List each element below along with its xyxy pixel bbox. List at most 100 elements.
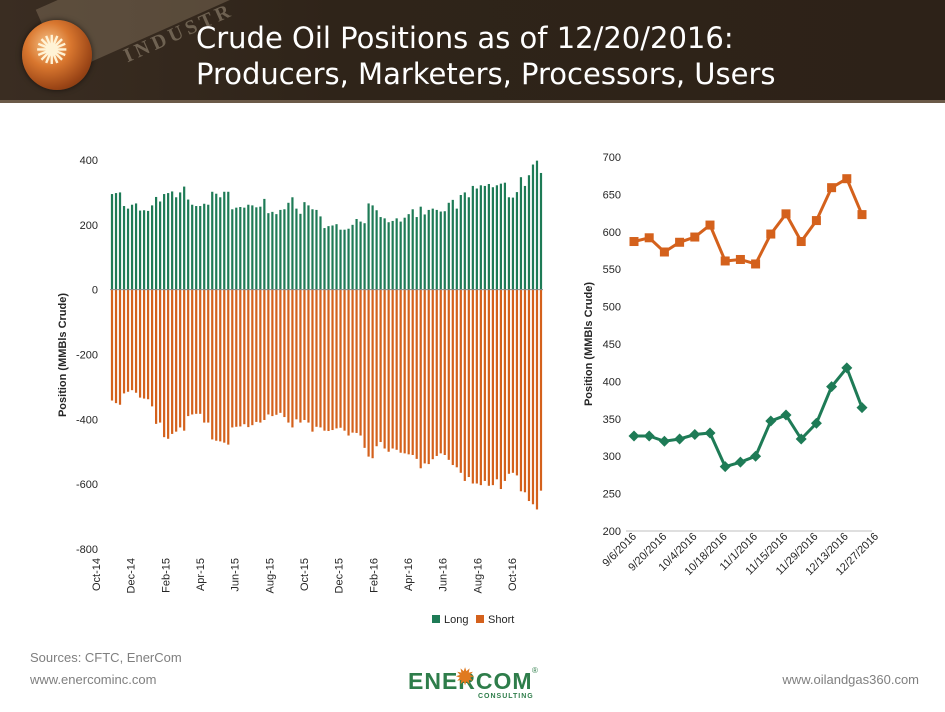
bar-y-tick-label: -800 [76,544,98,556]
short-point [690,232,700,242]
long-bar [343,229,346,290]
oilandgas360-url[interactable]: www.oilandgas360.com [782,672,919,687]
short-bar [227,289,230,445]
short-point [659,247,669,257]
short-bar [183,289,186,431]
long-bar [435,209,438,290]
short-bar [267,289,270,415]
short-bar [331,289,334,431]
bar-y-tick-label: -200 [76,350,98,362]
short-bar [307,289,310,423]
short-bar [134,289,138,393]
long-bar [159,201,162,290]
short-bar [167,289,170,439]
line-y-tick-label: 450 [603,339,621,351]
short-bar [355,289,358,433]
short-point [796,237,806,247]
long-point [826,381,838,393]
long-bar [503,182,507,290]
short-bar [179,289,182,428]
long-bar [523,185,527,290]
short-bar [455,289,458,468]
short-bar [215,289,218,441]
bar-y-tick-label: 200 [80,220,98,232]
line-y-tick-label: 550 [603,264,621,276]
short-bar [223,289,226,443]
long-bar [451,199,454,290]
short-bar [126,289,130,392]
long-bar [407,214,410,290]
short-bar [114,289,118,404]
short-bar [315,289,318,427]
short-bar [351,289,354,433]
short-bar [163,289,166,438]
long-bar [195,206,198,290]
short-bar [459,289,462,473]
short-bar [515,289,519,476]
long-point [841,362,853,374]
logo-registered: ® [532,666,538,675]
header-banner: INDUSTR ✺ Crude Oil Positions as of 12/2… [0,0,945,103]
short-bar [431,289,434,460]
short-bar [467,289,470,478]
short-bar [263,289,266,420]
long-bar [146,210,150,290]
long-bar [379,217,382,290]
short-bar [195,289,198,414]
short-bar [419,289,422,469]
long-bar [427,209,430,290]
long-bar [487,183,490,290]
short-bar [231,289,234,428]
long-bar [150,205,154,290]
bar-y-tick-label: -400 [76,414,98,426]
short-bar [391,289,394,449]
short-bar [259,289,262,423]
long-bar [443,211,446,290]
long-bar [371,205,374,290]
long-bar [211,191,214,290]
long-bar [347,228,350,290]
short-bar [295,289,298,420]
short-bar [275,289,278,415]
short-bar [110,289,114,401]
long-point [674,433,686,445]
short-bar [387,289,390,452]
globe-logo-icon: ✺ [22,20,92,90]
short-bar [327,289,330,432]
long-bar [134,203,138,290]
long-bar [251,205,254,290]
short-bar [439,289,442,454]
page-title: Crude Oil Positions as of 12/20/2016: Pr… [196,20,775,92]
line-y-tick-label: 700 [603,152,621,164]
short-bar [207,289,210,423]
long-bar [335,224,338,290]
long-bar [207,204,210,290]
logo-wordmark: ENERCOM [408,668,533,694]
long-point [628,430,640,442]
long-bar [155,196,158,290]
enercom-url[interactable]: www.enercominc.com [30,672,157,687]
short-bar [483,289,486,481]
bar-x-tick-label: Feb-16 [368,558,380,593]
long-bar [259,206,262,290]
long-bar [331,225,334,290]
short-bar [363,289,366,448]
short-bar [311,289,314,432]
legend-long-swatch [432,615,440,623]
short-bar [495,289,498,480]
long-point [658,435,670,447]
long-line [634,364,864,469]
line-y-tick-label: 600 [603,227,621,239]
short-point [735,254,745,264]
short-bar [239,289,242,427]
long-bar [439,211,442,290]
sun-icon: ✺ [35,29,69,73]
long-bar [142,210,146,290]
long-bar [527,175,531,290]
long-bar [383,218,386,290]
short-bar [255,289,258,422]
long-point [765,415,777,427]
short-bar [191,289,194,415]
long-point [643,430,655,442]
long-bar [291,197,294,290]
